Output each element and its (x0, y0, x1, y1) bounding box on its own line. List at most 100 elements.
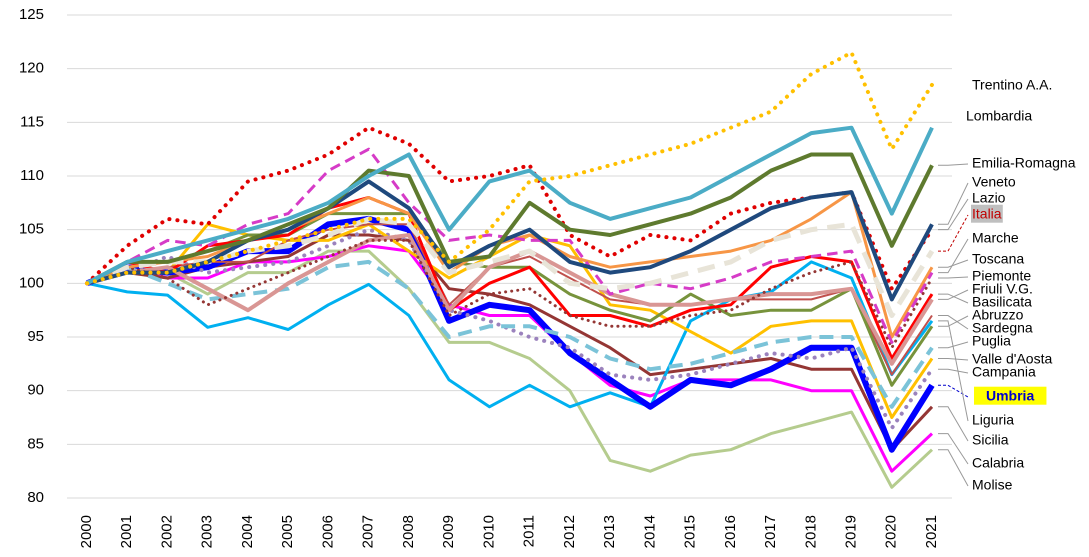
series-line (86, 249, 934, 489)
y-tick-label: 105 (19, 221, 44, 238)
y-tick-label: 125 (19, 6, 44, 23)
series-line (86, 233, 934, 366)
legend-label: Abruzzo (972, 307, 1024, 323)
legend-label: Puglia (972, 333, 1011, 349)
x-tick-label: 2009 (440, 515, 457, 548)
series-line (86, 259, 934, 409)
legend-item: Trentino A.A. (972, 77, 1052, 93)
series-line (86, 222, 934, 419)
legend-item: Liguria (972, 412, 1014, 428)
legend-item: Italia (971, 204, 1003, 223)
series-line (86, 223, 933, 376)
y-tick-label: 110 (20, 167, 44, 184)
x-tick-label: 2010 (480, 515, 497, 548)
y-tick-label: 85 (27, 435, 44, 452)
series-line (85, 215, 935, 453)
x-tick-label: 2021 (923, 515, 940, 548)
x-tick-label: 2000 (78, 515, 95, 548)
legend-item: Abruzzo (972, 307, 1024, 323)
legend-item: Friuli V.G. (972, 281, 1033, 297)
x-tick-label: 2013 (601, 515, 618, 548)
x-tick-label: 2007 (360, 515, 377, 548)
x-tick-label: 2018 (802, 515, 819, 548)
legend-item: Piemonte (972, 268, 1031, 284)
legend-highlight (971, 204, 1003, 223)
series-line (86, 260, 934, 409)
legend-label: Piemonte (972, 268, 1031, 284)
x-tick-label: 2017 (762, 515, 779, 548)
x-tick-label: 2015 (682, 515, 699, 548)
legend-label: Umbria (986, 388, 1034, 404)
series-line (86, 179, 934, 302)
legend-label: Sardegna (972, 320, 1033, 336)
series-line (85, 125, 934, 291)
legend-item: Molise (972, 477, 1013, 493)
legend-item: Valle d'Aosta (972, 351, 1052, 367)
legend-label: Trentino A.A. (972, 77, 1052, 93)
series-line (85, 238, 934, 350)
legend-item: Basilicata (972, 294, 1032, 310)
leader-line (938, 384, 969, 398)
legend-label: Marche (972, 230, 1019, 246)
x-tick-label: 2020 (883, 515, 900, 548)
leader-line (938, 315, 969, 327)
legend-highlight (974, 386, 1047, 405)
legend-item: Umbria (974, 386, 1047, 405)
leader-line (938, 276, 969, 279)
legend-label: Friuli V.G. (972, 281, 1033, 297)
leader-line (938, 238, 969, 274)
leader-line (938, 357, 969, 361)
leader-line (938, 406, 969, 442)
legend-label: Veneto (972, 174, 1016, 190)
legend-label: Toscana (972, 251, 1024, 267)
y-tick-label: 115 (20, 113, 44, 130)
series-line (85, 50, 934, 286)
x-tick-label: 2019 (842, 515, 859, 548)
legend-label: Sicilia (972, 432, 1009, 448)
x-tick-label: 2003 (199, 515, 216, 548)
series-line (86, 196, 934, 360)
x-tick-label: 2004 (239, 515, 256, 548)
legend-item: Sardegna (972, 320, 1033, 336)
x-tick-label: 2012 (561, 515, 578, 548)
leader-line (938, 289, 969, 300)
series-line (86, 152, 934, 286)
legend-item: Lombardia (966, 108, 1032, 124)
leader-line (938, 293, 969, 304)
legend-item: Puglia (972, 333, 1011, 349)
leader-line (938, 320, 969, 422)
legend-item: Veneto (972, 174, 1016, 190)
leader-line (938, 315, 969, 330)
y-tick-label: 120 (19, 60, 44, 77)
legend-item: Marche (972, 230, 1019, 246)
legend-label: Valle d'Aosta (972, 351, 1052, 367)
y-tick-label: 90 (27, 382, 44, 399)
x-tick-label: 2016 (722, 515, 739, 548)
x-tick-label: 2001 (118, 515, 135, 548)
leader-line (938, 259, 969, 268)
x-tick-label: 2002 (158, 515, 175, 548)
legend-item: Toscana (972, 251, 1024, 267)
leader-line (938, 341, 969, 349)
x-tick-label: 2005 (279, 515, 296, 548)
leader-line (938, 214, 969, 252)
legend-item: Sicilia (972, 432, 1009, 448)
leader-line (938, 198, 969, 231)
legend-label: Molise (972, 477, 1013, 493)
leader-line (938, 368, 969, 374)
leader-line (938, 182, 969, 225)
leader-line (938, 433, 969, 465)
x-tick-label: 2014 (641, 515, 658, 548)
x-tick-label: 2011 (521, 515, 538, 547)
leader-line (938, 449, 969, 487)
legend-label: Campania (972, 364, 1036, 380)
legend-label: Calabria (972, 455, 1024, 471)
legend-label: Italia (972, 206, 1002, 222)
legend-label: Lombardia (966, 108, 1032, 124)
legend-label: Basilicata (972, 294, 1032, 310)
legend-item: Emilia-Romagna (972, 155, 1076, 171)
legend-item: Calabria (972, 455, 1024, 471)
series-line (85, 227, 934, 431)
leader-line (938, 163, 969, 166)
